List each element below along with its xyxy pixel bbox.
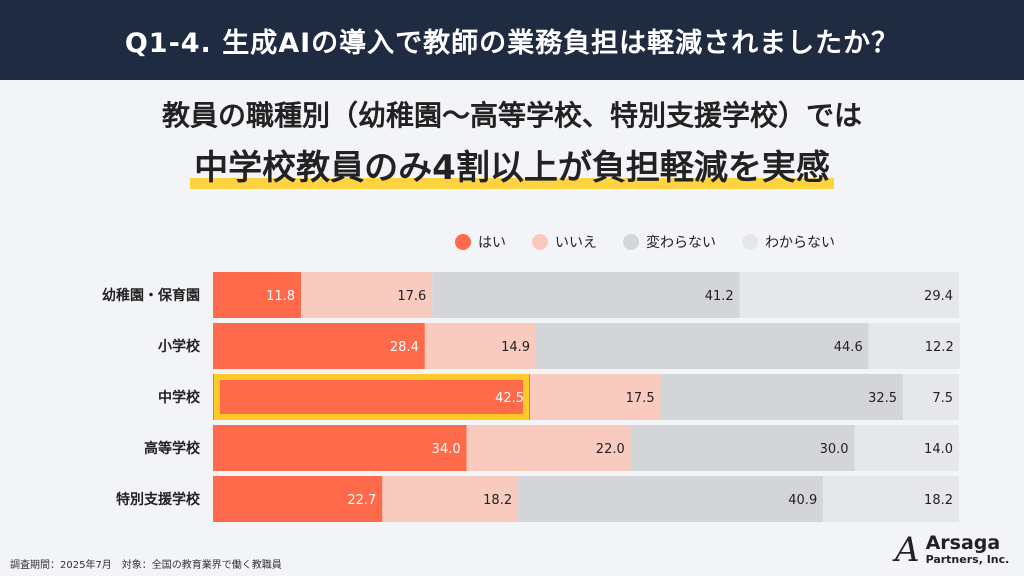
data-label: 12.2 [925, 340, 954, 355]
bar-segment [382, 476, 519, 522]
data-label: 14.9 [501, 340, 530, 355]
bar-segment [213, 374, 531, 420]
bar-segment [630, 425, 855, 471]
legend-label: はい [478, 235, 506, 251]
bar-segment [213, 425, 467, 471]
bar-segment [530, 374, 661, 420]
logo-mark-icon: A [895, 530, 920, 570]
data-label: 40.9 [788, 493, 817, 508]
category-label: 幼稚園・保育園 [102, 287, 200, 304]
bar-segment [823, 476, 959, 522]
legend: はい いいえ 変わらない わからない [455, 232, 835, 252]
data-label: 28.4 [390, 340, 419, 355]
data-label: 32.5 [868, 391, 897, 406]
footer-note: 調査期間：2025年7月 対象：全国の教育業界で働く教職員 [10, 560, 282, 571]
highlight-box [214, 374, 530, 420]
subtitle: 教員の職種別（幼稚園〜高等学校、特別支援学校）では [161, 99, 862, 132]
legend-swatch [532, 234, 548, 250]
data-label: 41.2 [705, 289, 734, 304]
data-label: 42.5 [495, 391, 524, 406]
legend-label: わからない [765, 235, 835, 251]
category-label: 小学校 [158, 338, 201, 355]
legend-swatch [623, 234, 639, 250]
logo: A Arsaga Partners, Inc. [895, 530, 1009, 570]
bar-segment [213, 476, 383, 522]
headline: 中学校教員のみ4割以上が負担軽減を実感 [190, 140, 834, 189]
data-label: 17.6 [397, 289, 426, 304]
bar-segment [466, 425, 631, 471]
bar-segment [518, 476, 824, 522]
data-label: 22.0 [596, 442, 625, 457]
data-label: 11.8 [266, 289, 295, 304]
bar-segment [739, 272, 959, 318]
data-label: 18.2 [924, 493, 953, 508]
bar-segment [424, 323, 537, 369]
bar-segment [660, 374, 904, 420]
data-label: 30.0 [820, 442, 849, 457]
data-label: 44.6 [834, 340, 863, 355]
legend-item: はい [455, 232, 506, 252]
bar-segment [213, 272, 302, 318]
bar-segment [432, 272, 740, 318]
legend-swatch [455, 234, 471, 250]
category-label: 高等学校 [144, 440, 201, 457]
bar-segment [903, 374, 959, 420]
bar-segment [536, 323, 869, 369]
page-title: Q1-4. 生成AIの導入で教師の業務負担は軽減されましたか？ [0, 0, 1024, 80]
category-label: 中学校 [158, 389, 201, 406]
data-label: 34.0 [432, 442, 461, 457]
bar-segment [868, 323, 960, 369]
category-label: 特別支援学校 [116, 491, 201, 508]
data-label: 17.5 [626, 391, 655, 406]
legend-swatch [742, 234, 758, 250]
bar-segment [301, 272, 433, 318]
data-label: 7.5 [932, 391, 953, 406]
bar-segment [213, 323, 425, 369]
legend-item: いいえ [532, 232, 597, 252]
legend-item: わからない [742, 232, 835, 252]
data-label: 18.2 [483, 493, 512, 508]
data-label: 14.0 [924, 442, 953, 457]
bar-segment [854, 425, 959, 471]
logo-text: Arsaga [925, 532, 1001, 554]
logo-subtext: Partners, Inc. [925, 553, 1010, 566]
legend-label: いいえ [555, 235, 597, 251]
legend-item: 変わらない [623, 232, 716, 252]
legend-label: 変わらない [646, 235, 716, 251]
data-label: 29.4 [924, 289, 953, 304]
data-label: 22.7 [347, 493, 376, 508]
